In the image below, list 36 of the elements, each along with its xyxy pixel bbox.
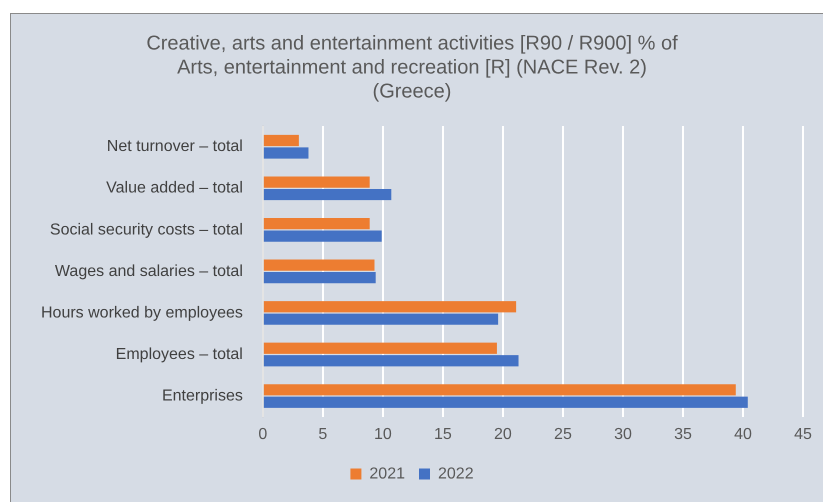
x-tick-label: 40 (734, 426, 752, 443)
legend-label: 2022 (438, 465, 474, 482)
text: Creative, arts and entertainment activities [R90 / R900] % of (146, 32, 678, 55)
bar (264, 134, 299, 146)
y-tick-label: Value added – total (106, 180, 243, 197)
y-tick-label: Enterprises (162, 387, 243, 404)
legend-label: 2021 (369, 465, 406, 482)
y-tick-label: Net turnover – total (106, 138, 243, 156)
bar (264, 301, 516, 312)
y-tick-label: Hours worked by employees (40, 304, 243, 322)
bar (264, 260, 374, 271)
bar (264, 147, 308, 159)
bar (264, 230, 382, 242)
x-tick-label: 0 (258, 426, 268, 443)
bar (264, 396, 748, 408)
y-tick-label: Employees – total (116, 346, 243, 363)
bar (264, 176, 370, 188)
x-tick-label: 35 (674, 426, 692, 443)
x-tick-label: 45 (794, 426, 812, 443)
x-tick-label: 30 (614, 426, 632, 443)
x-tick-label: 15 (434, 426, 452, 443)
x-tick-label: 10 (374, 426, 392, 443)
x-tick-label: 20 (494, 426, 512, 443)
bar (264, 355, 519, 366)
bar (264, 188, 392, 200)
bar (264, 314, 498, 325)
bar (264, 272, 376, 284)
bar (264, 218, 370, 230)
text: Arts, entertainment and recreation [R] (NACE Rev. 2) (177, 56, 647, 79)
bar (264, 342, 497, 354)
y-tick-label: Social security costs – total (50, 221, 243, 238)
x-tick-label: 25 (554, 426, 572, 443)
x-tick-label: 5 (318, 426, 328, 443)
bar (264, 384, 736, 396)
text: (Greece) (372, 80, 452, 103)
y-tick-label: Wages and salaries – total (54, 262, 243, 280)
